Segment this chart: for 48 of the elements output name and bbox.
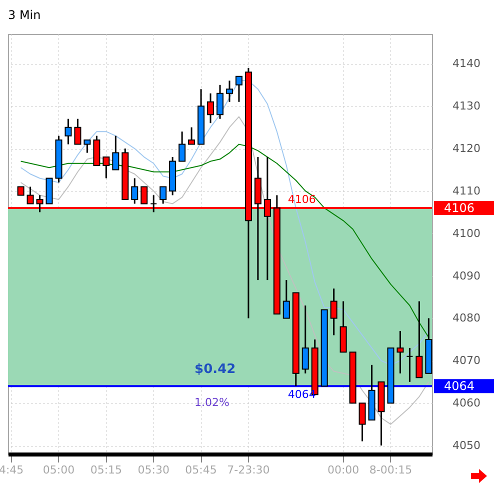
y-tick-label: 4080 [452,312,480,325]
candlestick [102,156,110,179]
candlestick [358,402,366,442]
text: 4106 [444,200,475,215]
x-tick-label: 7-23:30 [227,464,270,476]
x-tick-label: 05:15 [90,464,122,476]
candlestick [26,186,34,204]
candlestick [112,135,120,171]
x-tick-label: 05:30 [138,464,170,476]
text: 4064 [444,379,475,394]
ref-line-label: 4064 [288,388,316,402]
candlestick [330,288,338,336]
y-tick-label: 4090 [452,269,480,282]
x-tick-label: 8-00:15 [369,464,412,476]
y-tick-label: 4110 [452,184,480,198]
candlestick [235,76,242,103]
candlestick [64,118,72,146]
candlestick [216,84,224,120]
ref-line-label: 4106 [288,192,316,206]
candlestick [74,118,82,146]
y-tick-label: 4070 [452,354,480,368]
candlestick [84,139,91,154]
candlestick [396,330,404,374]
candlestick [150,194,158,213]
candlestick [226,80,233,103]
candlestick [406,347,414,383]
x-tick-label: 05:00 [42,464,75,476]
annotation: 1.02% [194,396,230,410]
candlestick [188,126,196,146]
candlestick [178,130,186,162]
candlestick [160,186,167,204]
candlestick [302,304,309,374]
x-tick-label: 00:00 [327,464,360,476]
annotation: $0.42 [194,362,236,378]
line-series [20,144,430,338]
y-tick-label: 4140 [452,57,480,70]
x-tick-label: 05:45 [185,464,217,476]
y-tick-label: 4130 [452,100,480,113]
y-tick-label: 4100 [452,226,480,240]
y-tick-label: 4050 [452,439,480,452]
candlestick [282,279,290,319]
candlestick [131,177,138,204]
chart-title: 3 Min [8,8,41,22]
candlestick [207,92,214,124]
y-tick-label: 4060 [452,396,480,410]
candlestick [416,300,423,378]
candlestick [140,186,148,204]
y-tick-label: 4120 [452,142,480,156]
